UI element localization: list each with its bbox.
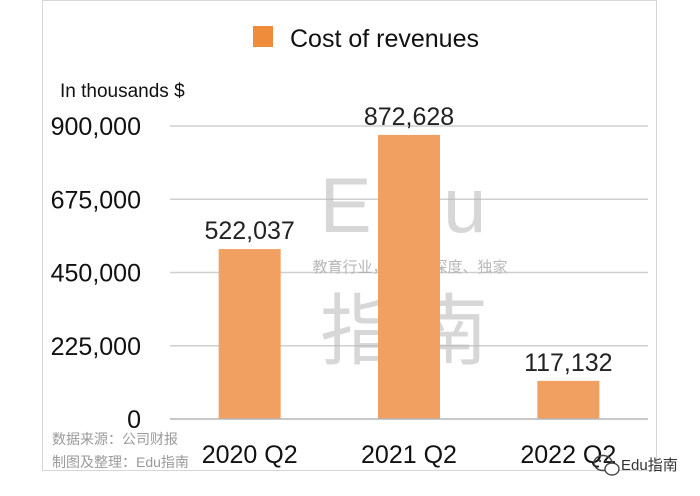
bar — [378, 134, 440, 419]
bar — [537, 380, 600, 419]
y-tick-label: 900,000 — [51, 113, 141, 141]
legend-label: Cost of revenues — [290, 25, 479, 53]
bar — [218, 249, 281, 419]
brand-badge: Edu指南 — [593, 454, 678, 476]
y-tick-label: 225,000 — [51, 333, 141, 361]
brand-badge-text: Edu指南 — [621, 457, 678, 474]
data-label: 117,132 — [524, 349, 613, 377]
legend-swatch — [253, 26, 273, 47]
data-labels: 522,037 872,628 117,132 — [204, 103, 612, 377]
x-tick-label: 2020 Q2 — [202, 441, 298, 469]
source-note: 数据来源：公司财报 — [52, 431, 178, 447]
axes: 0 225,000 450,000 675,000 900,000 2020 Q2 2021… — [51, 113, 648, 469]
x-tick-label: 2022 Q2 — [520, 441, 616, 469]
data-label: 872,628 — [364, 103, 454, 131]
y-tick-label: 675,000 — [51, 186, 141, 214]
x-tick-label: 2021 Q2 — [361, 441, 457, 469]
y-tick-label: 450,000 — [51, 260, 141, 288]
data-label: 522,037 — [204, 217, 294, 245]
credit-note: 制图及整理：Edu指南 — [52, 454, 189, 470]
legend: Cost of revenues — [253, 25, 479, 53]
y-axis-unit-label: In thousands $ — [60, 81, 185, 102]
wechat-icon — [593, 454, 620, 476]
chart-frame — [42, 0, 657, 471]
bars — [218, 134, 600, 419]
y-tick-label: 0 — [127, 406, 141, 434]
